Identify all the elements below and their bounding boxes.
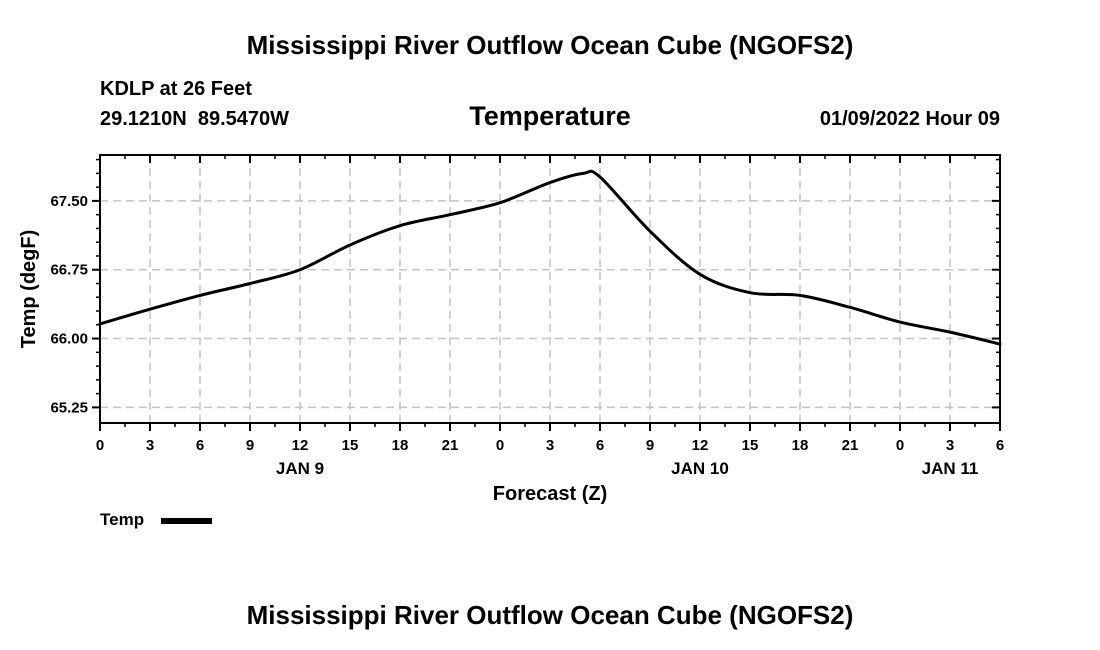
x-tick-label: 21 xyxy=(842,437,859,454)
x-tick-label: 3 xyxy=(946,437,954,454)
x-tick-label: 15 xyxy=(342,437,359,454)
x-tick-label: 3 xyxy=(546,437,554,454)
station-label: KDLP at 26 Feet xyxy=(100,78,252,100)
day-label: JAN 11 xyxy=(922,459,979,478)
x-tick-label: 12 xyxy=(692,437,709,454)
y-tick-label: 66.00 xyxy=(50,331,88,348)
y-tick-label: 65.25 xyxy=(50,399,88,416)
x-tick-label: 0 xyxy=(896,437,904,454)
x-tick-label: 6 xyxy=(596,437,604,454)
x-tick-label: 6 xyxy=(196,437,204,454)
x-tick-label: 9 xyxy=(246,437,254,454)
x-tick-label: 9 xyxy=(646,437,654,454)
x-tick-label: 15 xyxy=(742,437,759,454)
day-label: JAN 9 xyxy=(276,459,324,478)
axis-ticks xyxy=(92,155,1001,431)
x-tick-label: 21 xyxy=(442,437,459,454)
series-layer xyxy=(98,169,1002,346)
y-tick-label: 67.50 xyxy=(50,193,88,210)
footer-title: Mississippi River Outflow Ocean Cube (NG… xyxy=(247,600,854,630)
x-tick-label: 18 xyxy=(392,437,409,454)
x-tick-label: 12 xyxy=(292,437,309,454)
x-tick-label: 3 xyxy=(146,437,154,454)
x-tick-label: 18 xyxy=(792,437,809,454)
x-tick-label: 6 xyxy=(996,437,1004,454)
x-tick-label: 0 xyxy=(496,437,504,454)
y-axis-title: Temp (degF) xyxy=(18,230,40,349)
day-label: JAN 10 xyxy=(671,459,729,478)
y-tick-labels: 65.25 66.00 66.75 67.50 xyxy=(50,193,88,417)
series-line-temp xyxy=(98,169,1002,346)
x-axis-title: Forecast (Z) xyxy=(493,483,607,505)
datetime-label: 01/09/2022 Hour 09 xyxy=(820,108,1000,130)
coordinates-label: 29.1210N 89.5470W xyxy=(100,108,289,130)
grid-lines xyxy=(100,155,1000,423)
x-tick-labels: 0 3 6 9 12 15 18 21 0 3 6 9 12 15 18 21 0 3 6 xyxy=(96,437,1004,454)
x-tick-label: 0 xyxy=(96,437,104,454)
variable-title: Temperature xyxy=(469,101,631,131)
y-tick-label: 66.75 xyxy=(50,262,88,279)
page-title: Mississippi River Outflow Ocean Cube (NG… xyxy=(247,30,854,60)
legend-label: Temp xyxy=(100,510,144,529)
day-labels: JAN 9 JAN 10 JAN 11 xyxy=(276,459,978,478)
legend: Temp xyxy=(100,510,212,529)
